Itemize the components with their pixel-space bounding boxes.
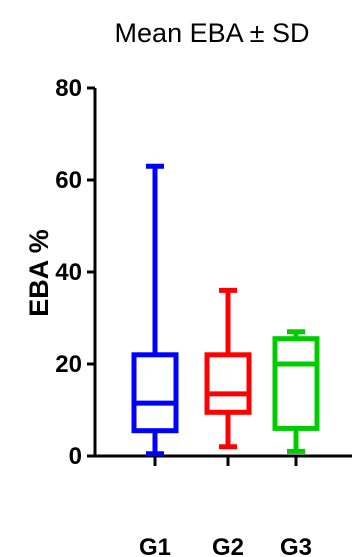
y-tick-label: 0 <box>69 443 82 470</box>
y-tick-label: 20 <box>55 351 82 378</box>
box-g3 <box>272 329 320 454</box>
x-tick-label: G2 <box>212 534 244 557</box>
y-tick-label: 60 <box>55 167 82 194</box>
y-axis-ticks: 0 20 40 60 80 <box>55 75 95 470</box>
iqr-box <box>131 352 179 434</box>
box-series <box>131 163 320 457</box>
x-tick-label: G1 <box>139 534 171 557</box>
chart-title: Mean EBA ± SD <box>115 18 310 48</box>
y-tick-label: 80 <box>55 75 82 102</box>
y-tick-label: 40 <box>55 259 82 286</box>
x-tick-label: G3 <box>280 534 312 557</box>
iqr-box <box>272 336 320 431</box>
y-axis-label: EBA % <box>24 229 54 317</box>
box-g1 <box>131 163 179 457</box>
box-g2 <box>204 287 252 450</box>
x-axis-ticks: G1 G2 G3 <box>139 456 312 557</box>
iqr-box <box>204 352 252 415</box>
